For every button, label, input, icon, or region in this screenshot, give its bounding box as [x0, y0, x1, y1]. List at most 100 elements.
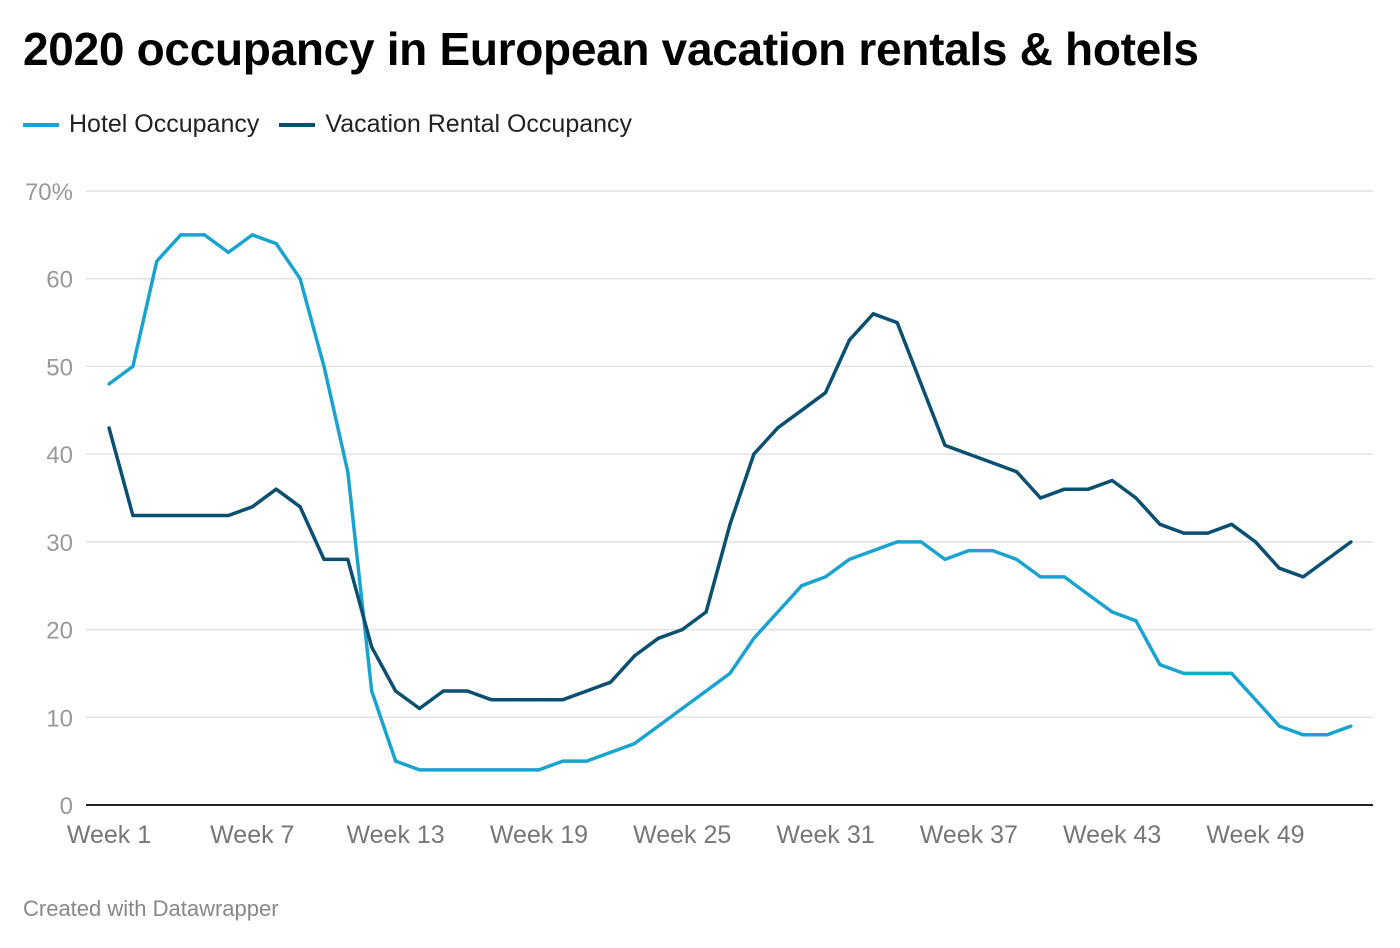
vacation-rental-point	[561, 698, 565, 702]
hotel-point	[322, 364, 326, 369]
x-tick-label: Week 43	[1063, 821, 1161, 849]
vacation-rental-point	[417, 706, 422, 711]
vacation-rental-point	[346, 557, 350, 562]
vacation-rental-point	[537, 698, 541, 702]
hotel-point	[346, 470, 350, 474]
legend-label-vacation: Vacation Rental Occupancy	[325, 110, 633, 138]
hotel-point	[1110, 610, 1114, 614]
hotel-point	[800, 584, 804, 588]
hotel-point	[585, 759, 589, 763]
vacation-rental-point	[967, 452, 971, 456]
vacation-rental-point	[1038, 496, 1043, 500]
vacation-rental-point	[680, 627, 684, 632]
hotel-point	[991, 549, 995, 553]
hotel-point	[561, 759, 565, 763]
vacation-rental-point	[322, 557, 326, 562]
vacation-rental-point	[1277, 566, 1281, 570]
vacation-rental-point	[656, 636, 660, 640]
vacation-rental-point	[465, 689, 469, 693]
vacation-rental-point	[1110, 478, 1114, 483]
y-tick-label: 0	[60, 793, 73, 820]
vacation-rental-point	[226, 513, 231, 518]
x-tick-label: Week 49	[1206, 821, 1304, 849]
vacation-rental-point	[179, 513, 183, 518]
vacation-rental-point	[776, 426, 780, 430]
x-tick-label: Week 7	[210, 821, 294, 849]
hotel-point	[226, 250, 231, 254]
vacation-rental-point	[1015, 470, 1019, 474]
vacation-rental-point	[370, 645, 374, 649]
hotel-point	[298, 277, 302, 281]
x-tick-label: Week 19	[490, 821, 588, 849]
vacation-rental-point	[991, 461, 995, 465]
y-tick-label: 70%	[25, 179, 73, 206]
vacation-rental-point	[1301, 575, 1305, 579]
vacation-rental-point	[1206, 531, 1210, 535]
vacation-rental-point	[441, 689, 445, 693]
vacation-rental-point	[250, 505, 254, 509]
vacation-rental-point	[1062, 487, 1066, 491]
hotel-point	[465, 768, 469, 772]
hotel-point	[656, 724, 660, 728]
hotel-point	[967, 549, 971, 553]
hotel-point	[1062, 575, 1066, 579]
vacation-rental-point	[131, 513, 135, 518]
legend-swatch-vacation	[279, 122, 316, 127]
vacation-rental-point	[632, 654, 637, 658]
vacation-rental-point	[107, 426, 111, 430]
y-tick-label: 20	[46, 618, 73, 645]
chart-title: 2020 occupancy in European vacation rent…	[23, 23, 1199, 75]
hotel-point	[704, 689, 708, 693]
x-tick-label: Week 1	[67, 821, 151, 849]
vacation-rental-point	[394, 689, 398, 693]
x-tick-label: Week 25	[633, 821, 731, 849]
y-tick-label: 40	[46, 442, 73, 469]
vacation-rental-point	[1229, 522, 1234, 526]
y-tick-label: 60	[46, 267, 73, 294]
hotel-point	[1325, 733, 1329, 737]
hotel-point	[513, 768, 517, 772]
y-tick-label: 50	[46, 354, 73, 381]
hotel-point	[370, 689, 374, 693]
hotel-point	[608, 750, 613, 754]
x-tick-label: Week 37	[920, 821, 1018, 849]
vacation-rental-point	[1158, 522, 1162, 526]
hotel-point	[919, 540, 923, 544]
vacation-rental-line	[107, 312, 1353, 711]
hotel-point	[394, 759, 398, 763]
legend-swatch-hotel	[23, 122, 59, 127]
hotel-point	[1086, 592, 1090, 597]
legend-item-hotel: Hotel Occupancy	[23, 110, 259, 139]
hotel-point	[155, 259, 159, 263]
vacation-rental-point	[919, 382, 923, 386]
hotel-point	[250, 233, 254, 237]
hotel-point	[1015, 557, 1019, 562]
hotel-point	[417, 768, 422, 772]
vacation-rental-point	[752, 452, 756, 456]
vacation-rental-point	[298, 505, 302, 509]
hotel-point	[274, 242, 278, 246]
vacation-rental-point	[1182, 531, 1186, 535]
hotel-point	[131, 364, 135, 369]
hotel-point	[680, 706, 684, 711]
vacation-rental-point	[704, 610, 708, 614]
vacation-rental-point	[513, 698, 517, 702]
hotel-point	[107, 382, 111, 386]
hotel-point	[537, 768, 541, 772]
vacation-rental-point	[489, 698, 493, 702]
vacation-rental-point	[274, 487, 278, 491]
vacation-rental-point	[1349, 540, 1353, 544]
y-tick-label: 10	[46, 705, 73, 732]
legend-label-hotel: Hotel Occupancy	[69, 110, 260, 138]
vacation-rental-point	[1253, 540, 1258, 544]
y-tick-label: 30	[46, 530, 73, 557]
vacation-rental-point	[585, 689, 589, 693]
hotel-point	[1253, 698, 1258, 702]
vacation-rental-point	[202, 513, 207, 518]
x-tick-label: Week 31	[776, 821, 874, 849]
vacation-rental-point	[823, 391, 828, 395]
vacation-rental-point	[1325, 557, 1329, 562]
hotel-point	[1158, 663, 1162, 667]
vacation-rental-point	[728, 522, 732, 526]
